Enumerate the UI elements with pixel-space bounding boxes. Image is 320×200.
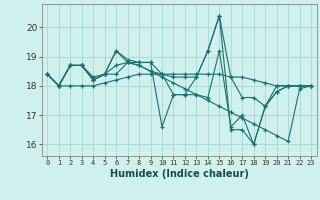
X-axis label: Humidex (Indice chaleur): Humidex (Indice chaleur) — [110, 169, 249, 179]
